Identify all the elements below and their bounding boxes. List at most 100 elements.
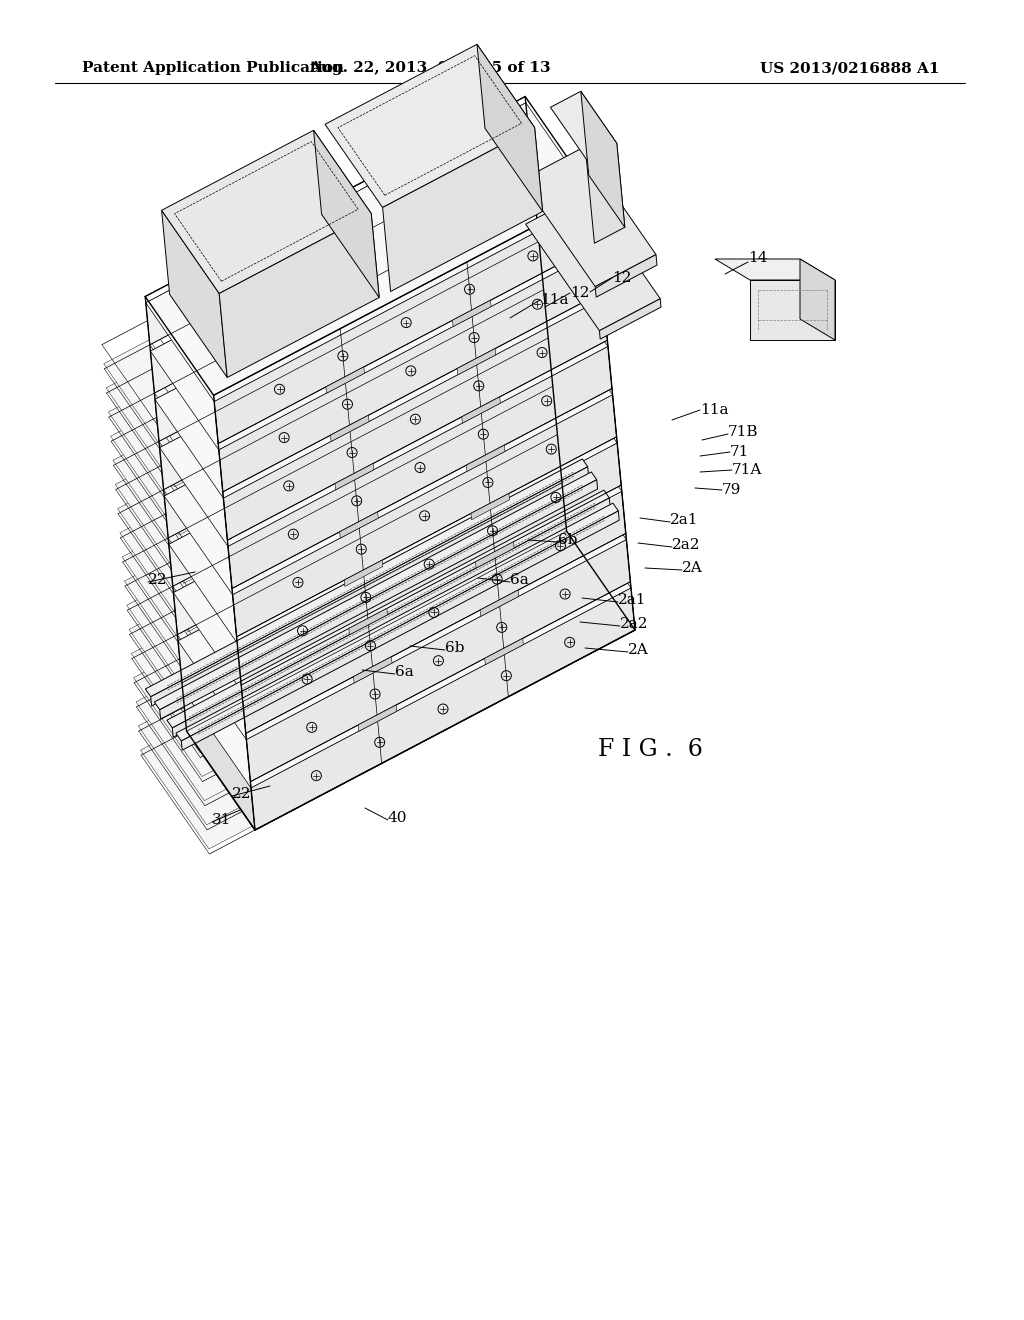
Polygon shape <box>106 364 220 487</box>
Polygon shape <box>162 131 372 293</box>
Text: 71: 71 <box>730 445 750 459</box>
Text: 2A: 2A <box>628 643 649 657</box>
Polygon shape <box>238 444 622 685</box>
Polygon shape <box>581 91 625 227</box>
Polygon shape <box>353 657 392 682</box>
Text: 11a: 11a <box>540 293 568 308</box>
Polygon shape <box>120 508 233 631</box>
Polygon shape <box>325 45 535 207</box>
Polygon shape <box>800 259 835 341</box>
Polygon shape <box>335 463 374 490</box>
Text: 2A: 2A <box>682 561 702 576</box>
Polygon shape <box>109 388 222 511</box>
Polygon shape <box>475 541 514 568</box>
Polygon shape <box>214 202 598 444</box>
Polygon shape <box>358 705 396 731</box>
Polygon shape <box>151 467 589 706</box>
Polygon shape <box>251 587 635 830</box>
Polygon shape <box>136 678 250 801</box>
Text: 11a: 11a <box>700 403 728 417</box>
Polygon shape <box>462 397 501 424</box>
Text: 79: 79 <box>722 483 741 498</box>
Polygon shape <box>521 148 656 286</box>
Polygon shape <box>145 459 588 697</box>
Text: US 2013/0216888 A1: US 2013/0216888 A1 <box>761 61 940 75</box>
Text: 22: 22 <box>232 787 252 801</box>
Text: 22: 22 <box>148 573 168 587</box>
Text: 31: 31 <box>212 813 231 828</box>
Polygon shape <box>145 103 529 345</box>
Polygon shape <box>477 45 543 211</box>
Polygon shape <box>169 345 553 586</box>
Polygon shape <box>151 150 599 450</box>
Text: 2a1: 2a1 <box>670 513 698 527</box>
Polygon shape <box>160 248 608 546</box>
Polygon shape <box>122 533 237 656</box>
Polygon shape <box>551 91 616 160</box>
Text: 71B: 71B <box>728 425 759 440</box>
Polygon shape <box>131 630 246 752</box>
Polygon shape <box>111 412 224 535</box>
Text: 6a: 6a <box>395 665 414 678</box>
Polygon shape <box>480 590 519 616</box>
Polygon shape <box>247 540 631 781</box>
Polygon shape <box>125 557 239 680</box>
Polygon shape <box>127 581 241 704</box>
Text: 2a1: 2a1 <box>618 593 646 607</box>
Polygon shape <box>176 503 618 741</box>
Polygon shape <box>228 346 612 589</box>
Polygon shape <box>169 345 617 643</box>
Polygon shape <box>160 248 544 490</box>
Polygon shape <box>167 490 609 727</box>
Polygon shape <box>103 339 218 462</box>
Polygon shape <box>155 199 603 498</box>
Polygon shape <box>457 348 496 375</box>
Polygon shape <box>116 461 229 583</box>
Polygon shape <box>129 606 243 729</box>
Text: 6a: 6a <box>510 573 528 587</box>
Text: 6b: 6b <box>445 642 465 655</box>
Text: 2a2: 2a2 <box>620 616 648 631</box>
Polygon shape <box>140 726 255 849</box>
Polygon shape <box>113 437 227 560</box>
Polygon shape <box>155 199 539 441</box>
Polygon shape <box>219 214 379 378</box>
Text: 14: 14 <box>748 251 768 265</box>
Polygon shape <box>182 490 566 731</box>
Text: 12: 12 <box>612 271 632 285</box>
Polygon shape <box>223 298 607 540</box>
Polygon shape <box>232 395 616 636</box>
Polygon shape <box>155 473 597 710</box>
Polygon shape <box>484 639 523 665</box>
Text: 6b: 6b <box>558 533 578 546</box>
Polygon shape <box>525 193 660 331</box>
Text: Patent Application Publication: Patent Application Publication <box>82 61 344 75</box>
Polygon shape <box>151 150 535 393</box>
Polygon shape <box>186 531 635 830</box>
Polygon shape <box>453 300 492 326</box>
Text: Aug. 22, 2013  Sheet 5 of 13: Aug. 22, 2013 Sheet 5 of 13 <box>309 61 551 75</box>
Polygon shape <box>242 491 626 734</box>
Polygon shape <box>160 479 598 719</box>
Polygon shape <box>178 441 562 682</box>
Polygon shape <box>383 128 543 292</box>
Polygon shape <box>313 131 379 297</box>
Polygon shape <box>181 511 620 750</box>
Polygon shape <box>182 490 631 788</box>
Polygon shape <box>344 560 383 586</box>
Text: 40: 40 <box>388 810 408 825</box>
Polygon shape <box>219 249 603 492</box>
Polygon shape <box>145 103 594 401</box>
Text: F I G .  6: F I G . 6 <box>598 738 702 762</box>
Text: 12: 12 <box>570 286 590 300</box>
Polygon shape <box>599 298 662 339</box>
Polygon shape <box>715 259 835 280</box>
Polygon shape <box>178 441 627 739</box>
Polygon shape <box>162 210 227 378</box>
Polygon shape <box>173 392 622 692</box>
Text: 2a2: 2a2 <box>672 539 700 552</box>
Polygon shape <box>587 144 625 243</box>
Polygon shape <box>471 494 510 520</box>
Polygon shape <box>326 367 365 393</box>
Polygon shape <box>595 255 657 297</box>
